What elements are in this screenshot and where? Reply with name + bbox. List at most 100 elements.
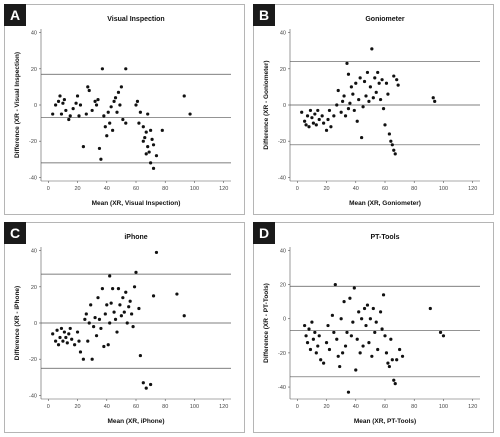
data-point bbox=[380, 327, 384, 331]
data-point bbox=[105, 303, 109, 307]
data-point bbox=[121, 296, 125, 300]
data-point bbox=[310, 320, 314, 324]
data-point bbox=[108, 274, 112, 278]
data-point bbox=[349, 85, 353, 89]
data-point bbox=[115, 330, 119, 334]
data-point bbox=[149, 128, 153, 132]
x-tick-label: 20 bbox=[74, 186, 80, 192]
data-point bbox=[67, 332, 71, 336]
data-point bbox=[370, 354, 374, 358]
data-point bbox=[119, 314, 123, 318]
data-point bbox=[343, 344, 348, 348]
data-point bbox=[336, 354, 340, 358]
data-point bbox=[393, 152, 397, 156]
data-point bbox=[373, 330, 377, 334]
data-point bbox=[93, 99, 97, 103]
data-point bbox=[151, 143, 156, 147]
data-point bbox=[360, 135, 364, 140]
data-point bbox=[398, 347, 402, 352]
data-point bbox=[317, 334, 321, 338]
data-point bbox=[327, 108, 332, 113]
data-point bbox=[138, 353, 142, 358]
data-point bbox=[75, 330, 80, 334]
x-tick-label: 40 bbox=[353, 404, 359, 410]
x-axis-label: Mean (XR, PT-Tools) bbox=[354, 418, 416, 425]
y-tick-label: -20 bbox=[29, 139, 37, 145]
data-point bbox=[106, 343, 110, 347]
data-point bbox=[346, 107, 351, 111]
data-point bbox=[137, 306, 141, 311]
data-point bbox=[59, 326, 64, 331]
data-point bbox=[358, 351, 362, 355]
data-point bbox=[102, 114, 106, 118]
data-point bbox=[396, 83, 400, 87]
data-point bbox=[330, 313, 334, 317]
data-point bbox=[144, 130, 148, 134]
x-tick-label: 60 bbox=[382, 404, 388, 410]
data-point bbox=[352, 286, 356, 290]
data-point bbox=[51, 112, 55, 116]
data-point bbox=[128, 299, 132, 303]
x-tick-label: 40 bbox=[104, 404, 110, 410]
data-point bbox=[379, 310, 383, 314]
data-point bbox=[64, 335, 68, 340]
data-point bbox=[103, 312, 107, 316]
data-point bbox=[307, 125, 311, 129]
data-point bbox=[322, 361, 326, 365]
data-point bbox=[62, 330, 66, 334]
y-axis-label: Difference (XR - Visual Inspection) bbox=[14, 52, 21, 158]
y-tick-label: 20 bbox=[31, 67, 37, 73]
data-point bbox=[371, 306, 375, 311]
y-tick-label: 40 bbox=[31, 31, 37, 37]
y-tick-label: -20 bbox=[278, 139, 286, 145]
data-point bbox=[431, 96, 435, 100]
x-tick-label: 0 bbox=[47, 404, 50, 410]
data-point bbox=[354, 81, 358, 85]
data-point bbox=[54, 103, 58, 107]
x-tick-label: 20 bbox=[323, 186, 329, 192]
data-point bbox=[367, 99, 371, 103]
data-point bbox=[341, 99, 345, 103]
x-tick-label: 80 bbox=[411, 404, 417, 410]
data-point bbox=[89, 303, 93, 307]
y-tick-label: 20 bbox=[31, 285, 37, 291]
data-point bbox=[141, 139, 145, 143]
y-tick-label: 0 bbox=[34, 103, 37, 109]
data-point bbox=[316, 108, 320, 113]
data-point bbox=[115, 110, 119, 114]
data-point bbox=[428, 306, 432, 311]
x-tick-label: 80 bbox=[411, 186, 417, 192]
data-point bbox=[358, 76, 362, 80]
data-point bbox=[146, 112, 150, 116]
data-point bbox=[376, 70, 380, 75]
data-point bbox=[349, 334, 353, 338]
data-point bbox=[384, 351, 389, 355]
data-point bbox=[342, 94, 346, 98]
x-tick-label: 40 bbox=[104, 186, 110, 192]
x-tick-label: 80 bbox=[162, 186, 168, 192]
panel-letter: B bbox=[253, 4, 275, 26]
data-point bbox=[329, 125, 333, 129]
data-point bbox=[355, 119, 359, 123]
chart-panel-a: Visual Inspection -40 -20 0 20 40 0 20 40 60 80 100… bbox=[14, 16, 231, 207]
data-point bbox=[326, 323, 330, 328]
data-point bbox=[113, 96, 118, 100]
x-tick-label: 0 bbox=[47, 186, 50, 192]
data-point bbox=[154, 154, 159, 158]
x-tick-label: 60 bbox=[133, 186, 139, 192]
data-point bbox=[134, 103, 138, 107]
data-point bbox=[438, 330, 443, 334]
data-point bbox=[355, 337, 359, 341]
x-tick-label: 100 bbox=[439, 404, 448, 410]
data-point bbox=[109, 301, 113, 305]
data-point bbox=[119, 85, 123, 89]
data-point bbox=[333, 282, 337, 287]
data-point bbox=[73, 343, 77, 347]
data-point bbox=[106, 110, 110, 114]
data-point bbox=[61, 101, 65, 105]
data-point bbox=[374, 90, 378, 94]
x-tick-label: 100 bbox=[439, 186, 448, 192]
data-point bbox=[102, 344, 106, 349]
data-point bbox=[94, 334, 99, 338]
data-point bbox=[335, 103, 339, 107]
